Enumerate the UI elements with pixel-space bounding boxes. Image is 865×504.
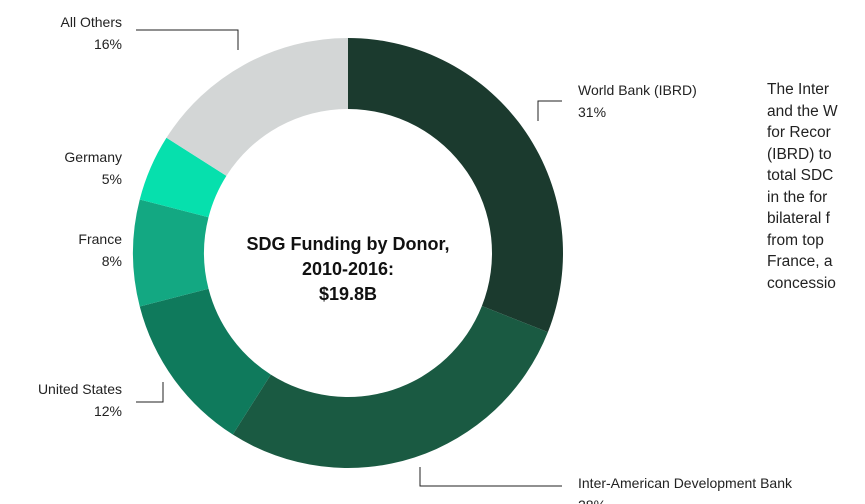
leader-line [136, 382, 164, 403]
leader-line [136, 29, 239, 50]
description-line: and the W [767, 102, 838, 120]
description-line: in the for [767, 188, 828, 206]
slice-value-label: 28% [578, 497, 606, 504]
slice-value-label: 31% [578, 104, 606, 120]
slice-label: All Others [61, 14, 122, 30]
description-line: concessio [767, 274, 836, 292]
slice-label: France [78, 231, 122, 247]
description-line: (IBRD) to [767, 145, 832, 163]
slice-label: United States [38, 381, 122, 397]
donut-slice [133, 199, 209, 307]
description-line: bilateral f [767, 210, 830, 227]
description-line: from top [767, 231, 824, 249]
description-line: France, a [767, 253, 833, 270]
slice-label: Inter-American Development Bank [578, 475, 793, 491]
slice-value-label: 8% [102, 253, 122, 269]
donut-slice [139, 288, 271, 435]
leader-line [419, 467, 562, 487]
slice-value-label: 16% [94, 36, 122, 52]
donut-slice [166, 38, 348, 176]
chart-title: SDG Funding by Donor, 2010-2016: $19.8B [208, 232, 488, 307]
description-line: The Inter [767, 81, 830, 98]
donut-slice [348, 38, 563, 333]
slice-label: World Bank (IBRD) [578, 82, 697, 98]
chart-title-line: SDG Funding by Donor, [246, 234, 450, 254]
donut-slice [139, 137, 227, 218]
slice-value-label: 5% [102, 171, 122, 187]
slice-value-label: 12% [94, 403, 122, 419]
slice-label: Germany [64, 149, 122, 165]
description-text: The Inter and the W for Recor (IBRD) to … [767, 79, 865, 294]
chart-title-line: 2010-2016: [301, 259, 395, 279]
chart-title-line: $19.8B [318, 284, 378, 304]
leader-line [537, 100, 562, 121]
description-line: for Recor [767, 124, 831, 141]
description-line: total SDC [767, 167, 834, 184]
donut-slice [232, 306, 548, 468]
